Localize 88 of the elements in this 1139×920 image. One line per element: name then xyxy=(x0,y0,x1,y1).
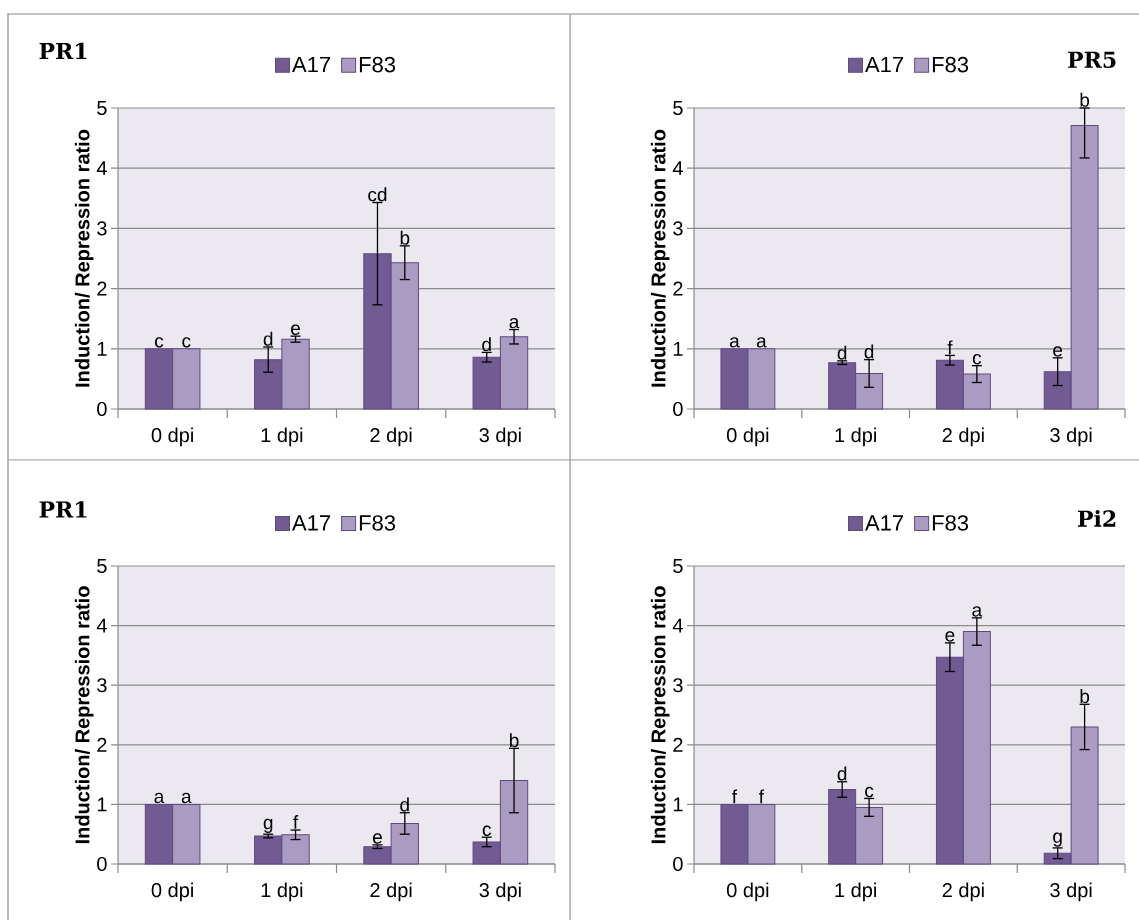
legend-label: A17 xyxy=(865,515,904,531)
data-label: b xyxy=(509,733,519,748)
y-tick-label: 0 xyxy=(97,856,107,872)
legend-label: F83 xyxy=(359,515,396,531)
data-label: a xyxy=(756,337,767,348)
y-tick-label: 4 xyxy=(96,618,107,633)
data-label: c xyxy=(182,337,191,348)
x-tick-label: 0 dpi xyxy=(726,882,769,902)
y-tick-label: 0 xyxy=(673,856,683,872)
y-tick-label: 1 xyxy=(97,341,107,356)
x-tick-label: 3 dpi xyxy=(479,882,521,902)
y-tick-label: 2 xyxy=(97,737,107,752)
x-tick-label: 2 dpi xyxy=(942,882,984,902)
data-label: f xyxy=(947,340,953,355)
y-tick-label: 5 xyxy=(673,101,683,115)
data-label: d xyxy=(837,345,847,360)
y-axis-title: Induction/ Repression ratio xyxy=(74,586,94,844)
data-label: a xyxy=(181,792,192,804)
data-label: a xyxy=(972,606,983,617)
data-label: b xyxy=(1080,92,1090,107)
data-label: b xyxy=(1080,689,1090,704)
chart-title: PR5 xyxy=(1068,51,1116,69)
y-tick-label: 4 xyxy=(96,161,107,176)
legend-label: A17 xyxy=(292,515,331,531)
y-tick-label: 3 xyxy=(673,221,683,236)
x-tick-label: 3 dpi xyxy=(1050,882,1092,902)
x-tick-label: 1 dpi xyxy=(261,427,303,447)
data-label: cd xyxy=(368,187,387,202)
y-tick-label: 2 xyxy=(97,281,107,296)
data-label: f xyxy=(732,789,738,804)
chart-title: Pi2 xyxy=(1078,509,1116,527)
legend-label: A17 xyxy=(865,56,904,73)
data-label: c xyxy=(482,825,491,836)
data-label: e xyxy=(291,324,300,335)
data-label: g xyxy=(1053,832,1062,847)
x-tick-label: 2 dpi xyxy=(370,427,412,447)
x-tick-label: 0 dpi xyxy=(151,882,193,902)
x-tick-label: 0 dpi xyxy=(726,427,769,447)
y-tick-label: 2 xyxy=(673,737,683,752)
chart-title: PR1 xyxy=(39,42,87,59)
data-label: d xyxy=(864,344,874,359)
y-tick-label: 4 xyxy=(672,618,683,633)
x-tick-label: 1 dpi xyxy=(261,882,303,902)
y-tick-label: 1 xyxy=(673,341,683,356)
data-label: d xyxy=(837,766,847,781)
y-tick-label: 0 xyxy=(673,401,683,417)
y-tick-label: 4 xyxy=(672,161,683,176)
x-tick-label: 0 dpi xyxy=(151,427,193,447)
data-label: b xyxy=(400,230,410,245)
y-tick-label: 5 xyxy=(673,559,683,573)
data-label: c xyxy=(155,337,164,348)
y-tick-label: 1 xyxy=(673,797,683,812)
data-label: c xyxy=(972,354,982,365)
legend-label: F83 xyxy=(932,515,969,531)
legend-label: F83 xyxy=(359,56,396,73)
x-tick-label: 3 dpi xyxy=(1050,427,1092,447)
y-tick-label: 0 xyxy=(97,401,107,417)
x-tick-label: 2 dpi xyxy=(942,427,984,447)
data-label: f xyxy=(293,815,299,829)
data-label: d xyxy=(263,331,273,346)
chart-title: PR1 xyxy=(39,501,87,518)
data-label: e xyxy=(945,631,955,642)
data-label: a xyxy=(154,792,165,804)
y-tick-label: 2 xyxy=(673,281,683,296)
y-axis-title: Induction/ Repression ratio xyxy=(650,586,670,844)
x-tick-label: 1 dpi xyxy=(835,427,876,447)
y-tick-label: 3 xyxy=(97,221,107,236)
data-label: d xyxy=(400,797,409,812)
data-label: a xyxy=(729,337,740,348)
y-axis-title: Induction/ Repression ratio xyxy=(74,129,94,387)
y-tick-label: 3 xyxy=(673,678,683,693)
data-label: a xyxy=(509,317,520,329)
x-tick-label: 3 dpi xyxy=(479,427,521,447)
data-label: f xyxy=(758,789,765,804)
y-axis-title: Induction/ Repression ratio xyxy=(650,129,670,387)
y-tick-label: 1 xyxy=(97,797,107,812)
y-tick-label: 5 xyxy=(97,101,107,115)
x-tick-label: 1 dpi xyxy=(835,882,876,902)
data-label: d xyxy=(482,337,491,352)
legend-label: A17 xyxy=(292,56,331,73)
data-label: e xyxy=(372,833,382,844)
y-tick-label: 5 xyxy=(97,559,107,573)
data-label: e xyxy=(1053,346,1063,357)
data-label: c xyxy=(865,786,874,798)
y-tick-label: 3 xyxy=(97,678,107,693)
data-label: g xyxy=(263,818,273,833)
x-tick-label: 2 dpi xyxy=(370,882,412,902)
legend-label: F83 xyxy=(932,56,969,73)
